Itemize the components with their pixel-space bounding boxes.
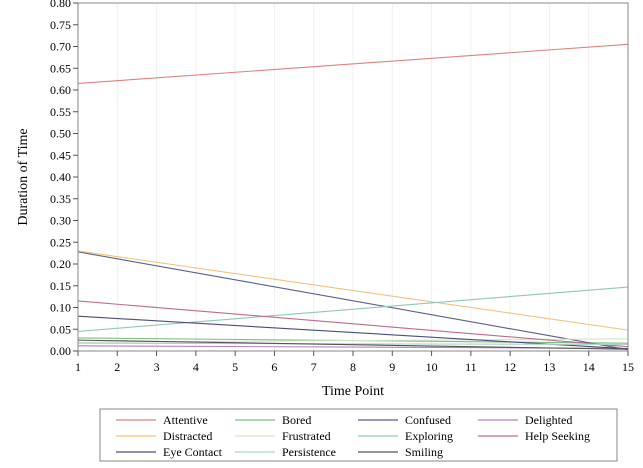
legend-frame: [99, 408, 618, 462]
legend-label-distracted: Distracted: [163, 429, 212, 443]
y-tick-label: 0.15: [50, 279, 71, 293]
x-tick-label: 5: [232, 360, 238, 374]
x-tick-label: 11: [465, 360, 477, 374]
series-line-eye-contact: [77, 315, 629, 350]
x-tick-label: 8: [350, 360, 356, 374]
y-tick-label: 0.20: [50, 257, 71, 271]
x-tick-label: 9: [389, 360, 395, 374]
y-axis: 0.00 0.05 0.10 0.15 0.20 0.25 0.30 0.35 0.40 0.45…: [50, 0, 78, 358]
legend: Attentive Bored Confused Delighted Distracte…: [99, 408, 618, 462]
x-axis: 1 2 3 4 5 6 7 8 9 10 11 12 13 14 15: [75, 351, 634, 374]
legend-label-attentive: Attentive: [163, 413, 208, 427]
legend-label-persistence: Persistence: [282, 445, 336, 459]
y-tick-label: 0.50: [50, 127, 71, 141]
y-tick-label: 0.70: [50, 40, 71, 54]
x-tick-label: 3: [154, 360, 160, 374]
y-tick-label: 0.05: [50, 322, 71, 336]
x-tick-label: 15: [622, 360, 634, 374]
series-line-exploring: [77, 286, 629, 332]
x-tick-label: 2: [114, 360, 120, 374]
legend-label-exploring: Exploring: [405, 429, 453, 443]
legend-label-eye-contact: Eye Contact: [163, 445, 223, 459]
series-line-persistence: [77, 342, 629, 346]
y-tick-label: 0.55: [50, 105, 71, 119]
series-lines: [77, 43, 629, 351]
y-tick-label: 0.45: [50, 148, 71, 162]
x-tick-label: 7: [311, 360, 317, 374]
x-tick-label: 1: [75, 360, 81, 374]
series-line-distracted: [77, 250, 629, 331]
y-tick-label: 0.25: [50, 235, 71, 249]
y-tick-label: 0.80: [50, 0, 71, 10]
y-tick-label: 0.60: [50, 83, 71, 97]
y-axis-title: Duration of Time: [16, 128, 31, 225]
x-tick-label: 6: [271, 360, 277, 374]
legend-label-bored: Bored: [282, 413, 311, 427]
series-line-smiling: [77, 339, 629, 350]
grid: [116, 3, 590, 351]
x-tick-label: 10: [426, 360, 438, 374]
y-tick-label: 0.30: [50, 214, 71, 228]
series-line-attentive: [77, 43, 629, 85]
y-tick-label: 0.10: [50, 301, 71, 315]
x-tick-label: 14: [583, 360, 595, 374]
x-tick-label: 4: [193, 360, 199, 374]
legend-label-smiling: Smiling: [405, 445, 443, 459]
legend-label-confused: Confused: [405, 413, 451, 427]
y-tick-label: 0.35: [50, 192, 71, 206]
legend-label-frustrated: Frustrated: [282, 429, 331, 443]
legend-label-help-seeking: Help Seeking: [525, 429, 590, 443]
y-tick-label: 0.65: [50, 61, 71, 75]
legend-label-delighted: Delighted: [525, 413, 572, 427]
x-tick-label: 12: [504, 360, 516, 374]
series-line-help-seeking: [77, 300, 629, 348]
y-tick-label: 0.00: [50, 344, 71, 358]
y-tick-label: 0.75: [50, 18, 71, 32]
series-line-confused: [77, 251, 629, 351]
x-axis-title: Time Point: [322, 384, 384, 399]
y-tick-label: 0.40: [50, 170, 71, 184]
x-tick-label: 13: [543, 360, 555, 374]
